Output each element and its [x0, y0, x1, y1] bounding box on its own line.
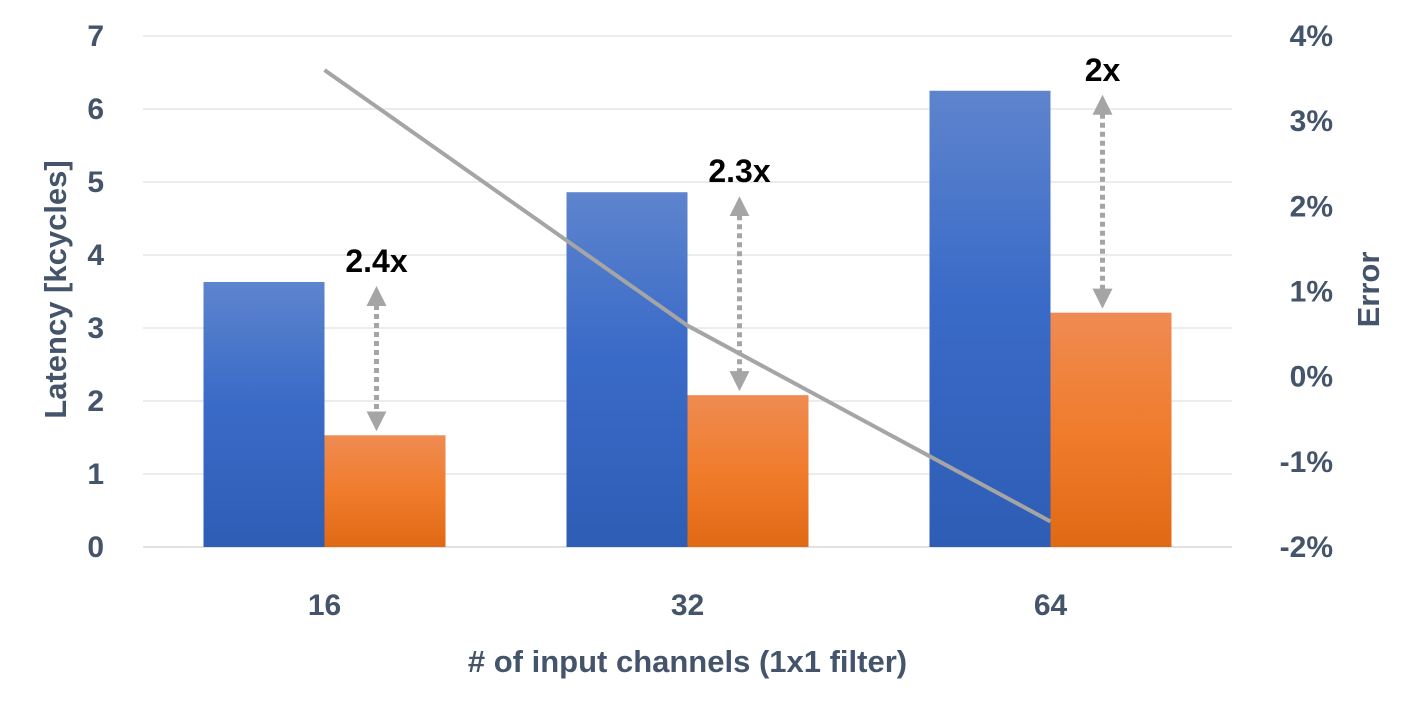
ratio-arrows: 2.4x 2.3x 2x: [345, 52, 1121, 432]
y-tick-label: 1: [87, 458, 104, 491]
x-tick-label: 32: [671, 589, 704, 622]
error-line: [323, 68, 1052, 524]
bar-series1-32: [566, 192, 688, 547]
y-tick-label: 7: [87, 20, 104, 53]
y2-tick-label: -2%: [1280, 531, 1333, 564]
ratio-label: 2.3x: [708, 153, 770, 189]
line-series-1: [323, 68, 1052, 524]
y-tick-label: 4: [87, 239, 104, 272]
ratio-label: 2.4x: [345, 243, 407, 279]
y2-tick-label: 2%: [1290, 190, 1333, 223]
bar-series2-16: [324, 435, 446, 547]
y2-tick-label: 3%: [1290, 105, 1333, 138]
bar-series2-32: [687, 395, 809, 547]
y-tick-label: 6: [87, 93, 104, 126]
bar-series1-64: [929, 90, 1051, 547]
bars: [203, 90, 1172, 547]
bar-series2-64: [1050, 312, 1172, 547]
bar-series1-16: [203, 282, 325, 547]
x-tick-label: 16: [308, 589, 341, 622]
y2-tick-label: 1%: [1290, 276, 1333, 309]
axis-labels: 0 1 2 3 4 5 6 7 -2% -1% 0% 1% 2% 3% 4% 16 32 64: [87, 20, 1333, 622]
y2-tick-label: 4%: [1290, 20, 1333, 53]
y-tick-label: 3: [87, 312, 104, 345]
x-axis-title: # of input channels (1x1 filter): [468, 644, 907, 679]
y-tick-label: 2: [87, 385, 104, 418]
y2-tick-label: 0%: [1290, 361, 1333, 394]
y-tick-label: 0: [87, 531, 104, 564]
y-tick-label: 5: [87, 166, 104, 199]
ratio-label: 2x: [1085, 52, 1121, 88]
y2-axis-title: Error: [1351, 252, 1386, 328]
y-axis-title: Latency [kcycles]: [38, 160, 73, 418]
x-tick-label: 64: [1034, 589, 1068, 622]
y2-tick-label: -1%: [1280, 446, 1333, 479]
